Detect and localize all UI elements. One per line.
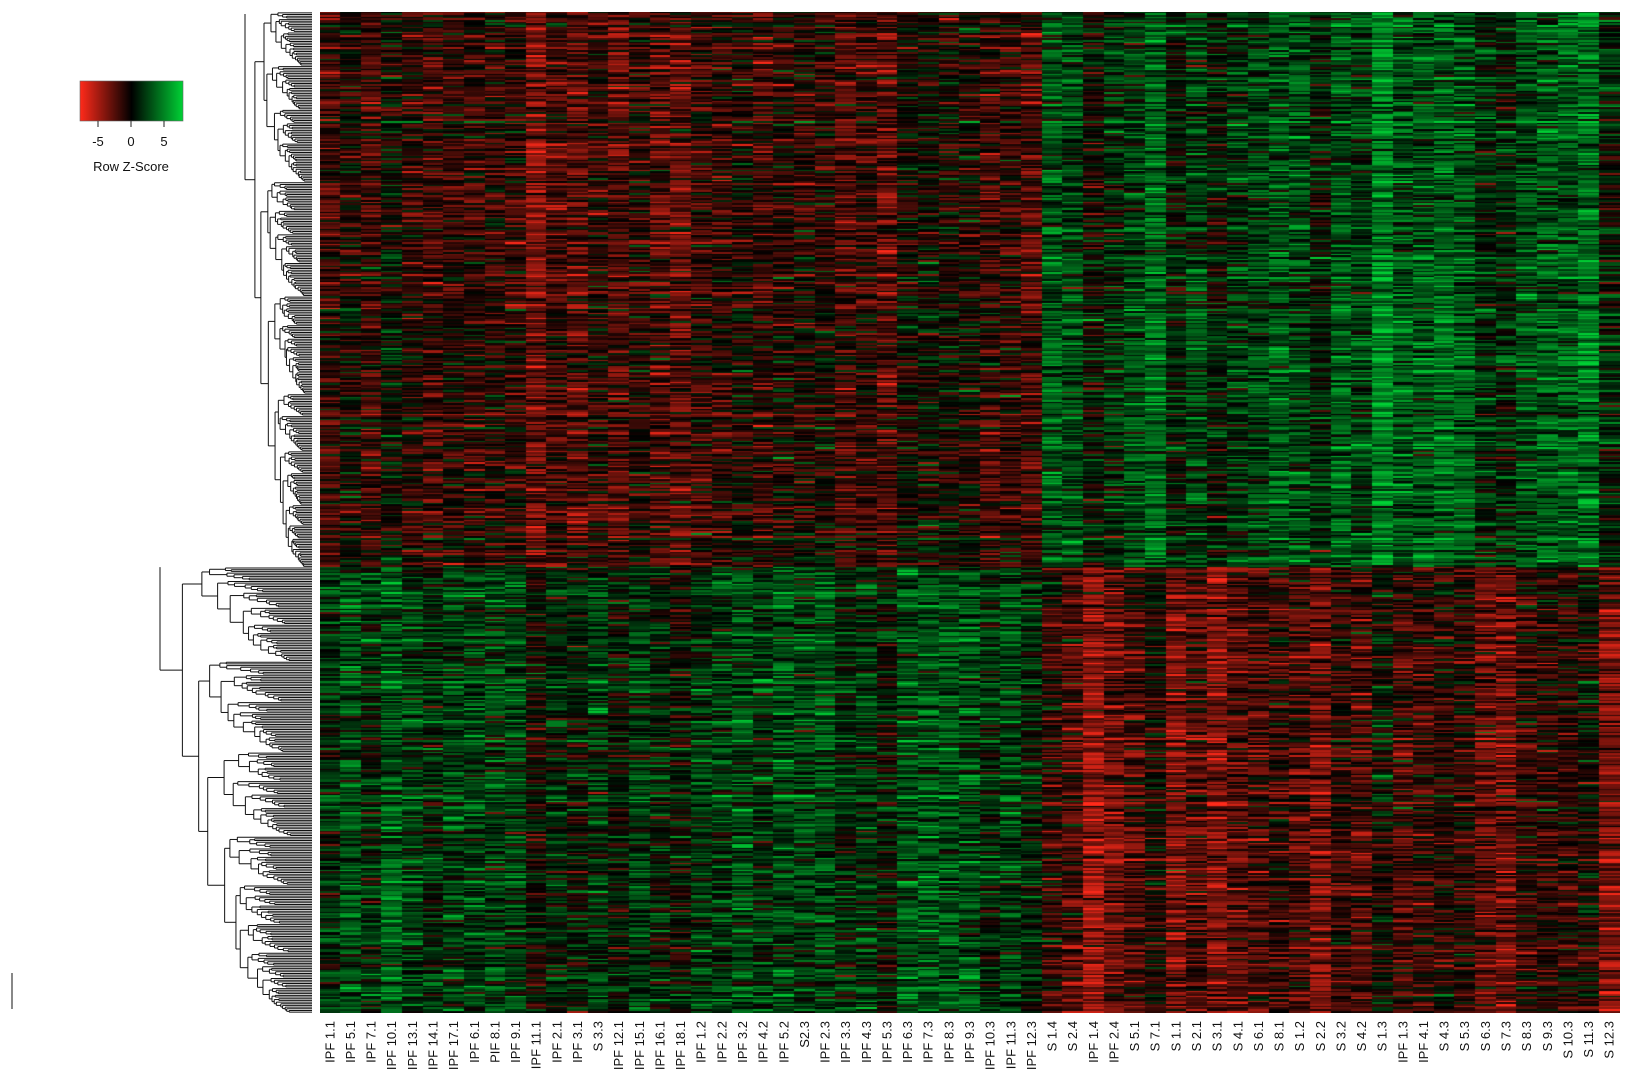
column-label: S 3.1	[1210, 1021, 1225, 1051]
column-label: IPF 7.1	[364, 1021, 379, 1063]
column-label: IPF 5.1	[343, 1021, 358, 1063]
row-dendrogram	[11, 12, 312, 1013]
column-label: S 8.1	[1272, 1021, 1287, 1051]
column-label: IPF 12.3	[1024, 1021, 1039, 1070]
column-label: IPF 3.2	[735, 1021, 750, 1063]
column-label: IPF 2.2	[714, 1021, 729, 1063]
column-label: PIF 8.1	[487, 1021, 502, 1063]
heatmap-cells	[320, 12, 1620, 1013]
column-label: IPF 11.3	[1003, 1021, 1018, 1069]
column-label: S 1.4	[1045, 1021, 1060, 1051]
column-label: IPF 16.1	[652, 1021, 667, 1070]
column-label: S 7.1	[1148, 1021, 1163, 1051]
column-label: IPF 17.1	[446, 1021, 461, 1070]
column-label: S 9.3	[1540, 1021, 1555, 1051]
column-label: IPF 5.3	[879, 1021, 894, 1063]
column-label: S 11.3	[1581, 1021, 1596, 1058]
column-label: IPF 9.3	[962, 1021, 977, 1063]
column-label: S 2.4	[1065, 1021, 1080, 1051]
column-label: S 5.1	[1127, 1021, 1142, 1051]
column-label: S 4.1	[1230, 1021, 1245, 1051]
column-label: IPF 3.3	[838, 1021, 853, 1063]
column-label: S 2.2	[1313, 1021, 1328, 1051]
column-label: S 8.3	[1519, 1021, 1534, 1051]
column-label: IPF 18.1	[673, 1021, 688, 1070]
column-label: S 7.3	[1499, 1021, 1514, 1051]
column-label: S 1.3	[1375, 1021, 1390, 1051]
column-label: IPF 2.4	[1106, 1021, 1121, 1063]
column-label: S 12.3	[1602, 1021, 1617, 1059]
column-label: IPF 9.1	[508, 1021, 523, 1063]
column-label: IPF 2.3	[818, 1021, 833, 1063]
column-label: S 6.1	[1251, 1021, 1266, 1051]
legend-tick-low: -5	[92, 134, 104, 149]
column-label: IPF 7.3	[921, 1021, 936, 1063]
column-label: IPF 12.1	[611, 1021, 626, 1070]
column-label: IPF 15.1	[632, 1021, 647, 1070]
column-label: S 2.1	[1189, 1021, 1204, 1051]
column-label: IPF 13.1	[405, 1021, 420, 1070]
legend-title: Row Z-Score	[93, 159, 169, 174]
column-label: IPF 5.2	[776, 1021, 791, 1063]
column-label: IPF 1.1	[322, 1021, 337, 1063]
column-label: IPF 1.2	[694, 1021, 709, 1063]
column-label: S 1.1	[1168, 1021, 1183, 1051]
column-label: IPF 6.3	[900, 1021, 915, 1063]
column-label: S 10.3	[1560, 1021, 1575, 1059]
column-label: IPF 8.3	[941, 1021, 956, 1063]
column-label: S 6.3	[1478, 1021, 1493, 1051]
column-label: S 3.2	[1333, 1021, 1348, 1051]
legend-tick-high: 5	[160, 134, 167, 149]
column-label: IPF 10.1	[384, 1021, 399, 1070]
color-key-bar	[79, 80, 184, 122]
column-label: IPF 6.1	[467, 1021, 482, 1063]
column-label: S2.3	[797, 1021, 812, 1048]
legend-tick-mid: 0	[127, 134, 134, 149]
column-label: IPF 3.1	[570, 1021, 585, 1063]
column-label: IPF 1.3	[1395, 1021, 1410, 1063]
color-key-legend: -5 0 5 Row Z-Score	[79, 80, 184, 174]
column-label: IPF 4.3	[859, 1021, 874, 1063]
column-label: IPF 4.2	[756, 1021, 771, 1063]
column-label: S 4.2	[1354, 1021, 1369, 1051]
column-label: IPF 10.3	[983, 1021, 998, 1070]
column-label: IPF 4.1	[1416, 1021, 1431, 1063]
column-label: S 5.3	[1457, 1021, 1472, 1051]
column-label: IPF 11.1	[529, 1021, 544, 1069]
column-label: IPF 14.1	[425, 1021, 440, 1070]
column-label: S 4.3	[1437, 1021, 1452, 1051]
column-label: IPF 2.1	[549, 1021, 564, 1063]
column-labels: IPF 1.1 IPF 5.1 IPF 7.1 IPF 10.1 IPF 13.1 IPF…	[322, 1021, 1616, 1070]
column-label: S 1.2	[1292, 1021, 1307, 1051]
column-label: S 3.3	[591, 1021, 606, 1051]
column-label: IPF 1.4	[1086, 1021, 1101, 1063]
